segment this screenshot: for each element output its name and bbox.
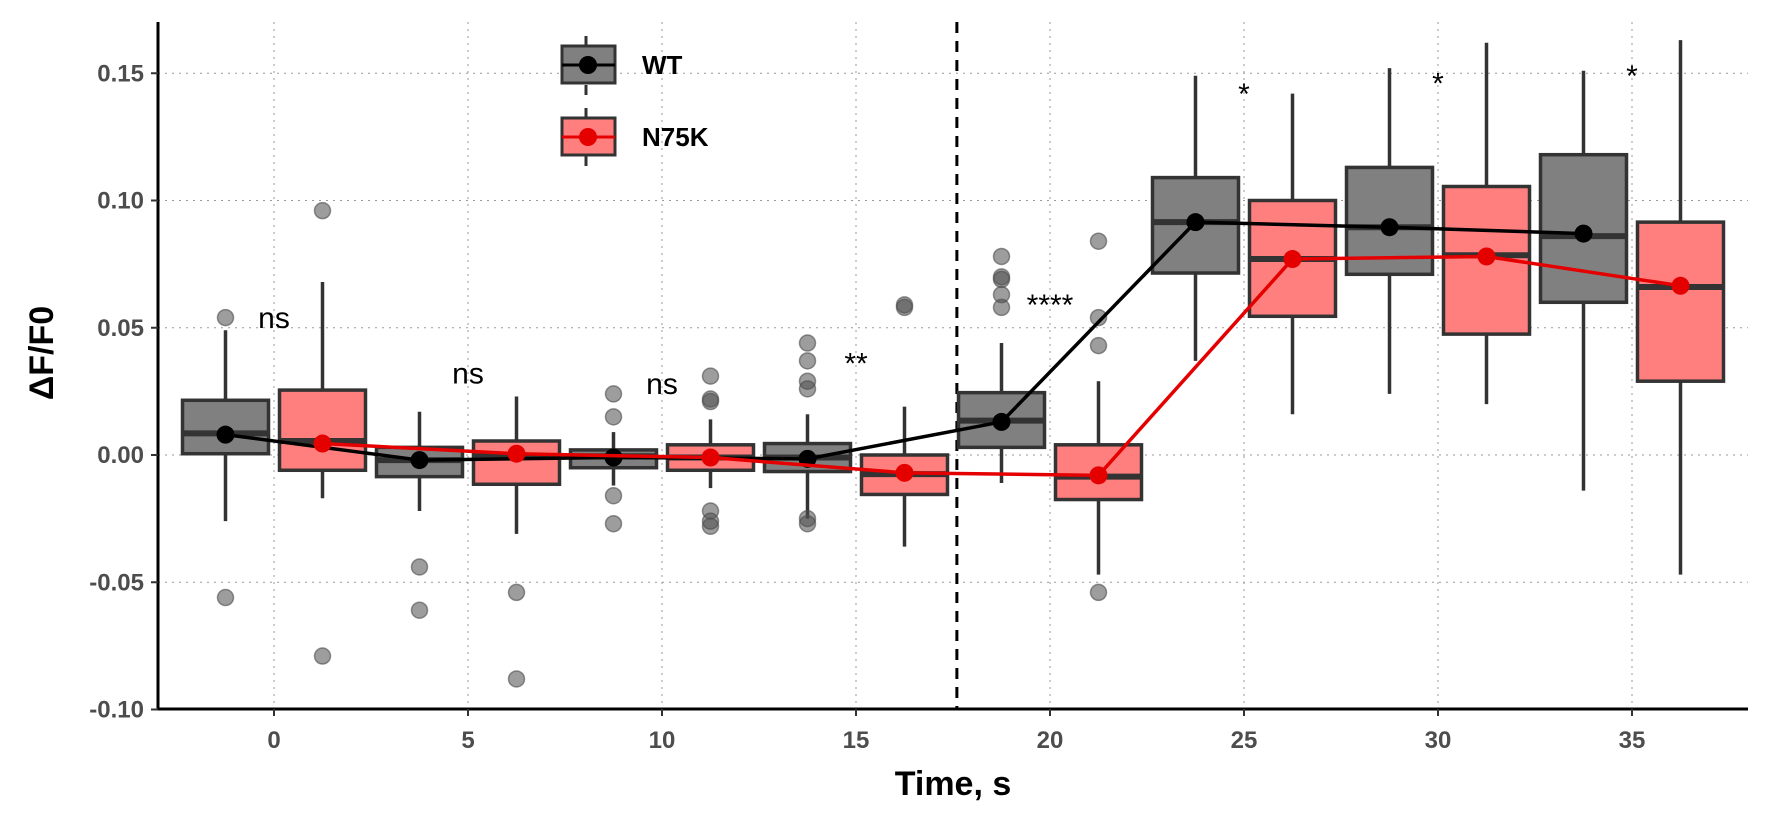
significance-label: *: [1238, 78, 1250, 111]
grid-lines: [158, 22, 1748, 710]
outlier-point: [410, 601, 429, 619]
legend: WT N75K: [560, 36, 709, 166]
outlier-point: [313, 201, 332, 220]
mean-point-wt: [992, 412, 1011, 431]
mean-point-n75k: [507, 444, 526, 463]
box-wt-1: [374, 411, 465, 619]
box-wt-0: [180, 308, 271, 607]
outlier-point: [1089, 336, 1108, 355]
legend-label-wt: WT: [642, 50, 683, 80]
significance-label: ns: [452, 358, 484, 391]
y-axis-title: ΔF/F0: [23, 306, 61, 400]
outlier-point: [701, 517, 720, 536]
legend-item-wt: WT: [560, 36, 683, 95]
significance-label: *: [1626, 60, 1638, 93]
legend-label-n75k: N75K: [642, 122, 709, 152]
legend-item-n75k: N75K: [560, 108, 709, 166]
mean-point-wt: [410, 451, 429, 470]
mean-line-layer: [216, 213, 1690, 485]
mean-point-wt: [216, 425, 235, 444]
outlier-point: [507, 583, 526, 602]
y-tick-label: 0.05: [97, 315, 144, 342]
mean-line-wt: [225, 220, 1584, 462]
mean-point-n75k: [895, 463, 914, 482]
y-tick-label: -0.05: [89, 569, 144, 596]
x-tick-label: 10: [649, 727, 676, 754]
box-n75k-1: [471, 396, 562, 688]
mean-point-n75k: [1671, 276, 1690, 295]
outlier-point: [604, 385, 623, 403]
mean-point-n75k: [313, 434, 332, 453]
significance-label: *: [1432, 68, 1444, 101]
outlier-point: [701, 392, 720, 411]
outlier-point: [604, 486, 623, 505]
outlier-point: [604, 408, 623, 426]
box-body: [1635, 220, 1726, 383]
y-tick-label: 0.15: [97, 60, 144, 87]
mean-point-n75k: [1283, 250, 1302, 269]
mean-point-n75k: [1089, 466, 1108, 485]
mean-line-n75k: [322, 254, 1681, 478]
outlier-point: [798, 334, 817, 352]
mean-point-wt: [1186, 213, 1205, 232]
significance-label: **: [844, 348, 868, 381]
outlier-point: [1089, 308, 1108, 327]
box-body: [277, 388, 368, 473]
outlier-point: [895, 298, 914, 317]
x-tick-label: 5: [461, 727, 474, 754]
x-tick-label: 15: [843, 727, 870, 754]
mean-point-wt: [1574, 224, 1593, 243]
mean-point-wt: [1380, 218, 1399, 237]
box-n75k-3: [859, 296, 950, 547]
x-axis-title: Time, s: [895, 765, 1012, 803]
box-layer: [180, 40, 1726, 688]
x-tick-label: 35: [1619, 727, 1646, 754]
outlier-point: [1089, 232, 1108, 250]
outlier-point: [798, 352, 817, 370]
y-tick-label: 0.10: [97, 188, 144, 215]
outlier-point: [216, 308, 235, 327]
significance-label: ns: [646, 368, 678, 401]
outlier-point: [798, 380, 817, 398]
y-tick-label: 0.00: [97, 442, 144, 469]
box-wt-3: [762, 334, 853, 533]
outlier-point: [507, 670, 526, 688]
outlier-point: [216, 588, 235, 607]
box-n75k-6: [1441, 42, 1532, 405]
mean-point-n75k: [1477, 247, 1496, 266]
outlier-point: [1089, 583, 1108, 602]
outlier-point: [313, 647, 332, 665]
box-n75k-0: [277, 201, 368, 665]
outlier-point: [992, 270, 1011, 289]
mean-point-n75k: [701, 448, 720, 467]
outlier-point: [701, 367, 720, 385]
significance-label: ****: [1027, 289, 1074, 322]
box-n75k-7: [1635, 40, 1726, 575]
box-wt-4: [956, 247, 1047, 483]
outlier-point: [992, 298, 1011, 317]
box-wt-7: [1538, 70, 1629, 491]
mean-point-wt: [604, 448, 623, 467]
outlier-point: [798, 514, 817, 533]
significance-label: ns: [258, 302, 290, 335]
outlier-point: [604, 514, 623, 533]
x-tick-label: 30: [1425, 727, 1452, 754]
x-tick-label: 0: [267, 727, 280, 754]
x-tick-label: 25: [1231, 727, 1258, 754]
box-n75k-4: [1053, 232, 1144, 602]
y-tick-label: -0.10: [89, 697, 144, 724]
outlier-point: [992, 247, 1011, 266]
outlier-point: [410, 558, 429, 576]
x-tick-label: 20: [1037, 727, 1064, 754]
axes: -0.10 -0.05 0.00 0.05 0.10 0.15 0 5 10 15 20 25 30 35: [89, 22, 1748, 754]
